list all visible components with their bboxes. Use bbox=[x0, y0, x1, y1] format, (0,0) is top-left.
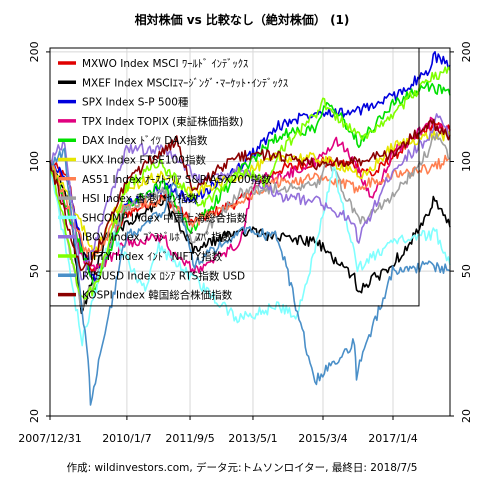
legend-label: NIFTY Index ｲﾝﾄﾞ NIFTY指数 bbox=[82, 250, 223, 263]
ticks: 20 20 50 50 100 100 200 200 2007/12/31 2010/1/7 20… bbox=[18, 41, 473, 445]
legend-label: SPX Index S-P 500種 bbox=[82, 96, 189, 109]
legend-box bbox=[49, 47, 420, 307]
x-tick-label: 2010/1/7 bbox=[102, 432, 151, 445]
legend-label: MXEF Index MSCIｴﾏｰｼﾞﾝｸﾞ･ﾏｰｹｯﾄ･ｲﾝﾃﾞｯｸｽ bbox=[82, 77, 288, 89]
legend-label: DAX Index ﾄﾞｲﾂ DAX指数 bbox=[82, 134, 208, 147]
legend-label: SHCOMP Index 中国上海総合指数 bbox=[82, 211, 248, 224]
legend-label: UKX Index FTSE100指数 bbox=[82, 154, 206, 167]
x-tick-label: 2011/9/5 bbox=[165, 432, 214, 445]
y-tick-label-left: 200 bbox=[28, 41, 41, 62]
y-tick-label-left: 20 bbox=[28, 409, 41, 423]
legend-label: IBOV Index ﾌﾞﾗｼﾞﾙﾎﾞﾍﾞｽﾊﾟ指数 bbox=[82, 231, 233, 244]
chart-footer: 作成: wildinvestors.com, データ元:トムソンロイター, 最終… bbox=[67, 461, 418, 474]
legend-label: RTSUSD Index ﾛｼｱ RTS指数 USD bbox=[82, 269, 245, 282]
legend: MXWO Index MSCI ﾜｰﾙﾄﾞ ｲﾝﾃﾞｯｸｽ MXEF Index … bbox=[49, 47, 420, 307]
series-line-3 bbox=[49, 116, 451, 274]
legend-label: HSI Index 香港ﾊﾝｾﾝ指数 bbox=[82, 192, 199, 205]
legend-label: KOSPI Index 韓国総合株価指数 bbox=[82, 289, 233, 302]
x-tick-label: 2017/1/4 bbox=[368, 432, 417, 445]
x-tick-label: 2015/3/4 bbox=[298, 432, 347, 445]
legend-label: TPX Index TOPIX (東証株価指数) bbox=[81, 115, 243, 128]
y-tick-label-left: 50 bbox=[28, 264, 41, 278]
y-tick-label-right: 20 bbox=[460, 409, 473, 423]
legend-label: MXWO Index MSCI ﾜｰﾙﾄﾞ ｲﾝﾃﾞｯｸｽ bbox=[82, 58, 248, 70]
x-tick-label: 2013/5/1 bbox=[228, 432, 277, 445]
series-line-12 bbox=[49, 118, 451, 272]
series-line-10 bbox=[49, 66, 451, 300]
series-line-9 bbox=[49, 113, 451, 281]
series-line-8 bbox=[49, 161, 451, 347]
x-tick-label: 2007/12/31 bbox=[18, 432, 81, 445]
series-line-7 bbox=[49, 131, 451, 309]
y-tick-label-right: 200 bbox=[460, 41, 473, 62]
y-tick-label-right: 50 bbox=[460, 264, 473, 278]
legend-label: AS51 Index ｵｰｽﾄﾗﾘｱ S&P/ASX200指数 bbox=[82, 173, 272, 186]
y-tick-label-left: 100 bbox=[28, 151, 41, 172]
series-layer bbox=[49, 50, 451, 406]
y-tick-label-right: 100 bbox=[460, 151, 473, 172]
series-line-4 bbox=[49, 80, 451, 292]
series-line-11 bbox=[49, 147, 451, 406]
chart-title: 相対株価 vs 比較なし（絶対株価） (1) bbox=[135, 12, 350, 27]
